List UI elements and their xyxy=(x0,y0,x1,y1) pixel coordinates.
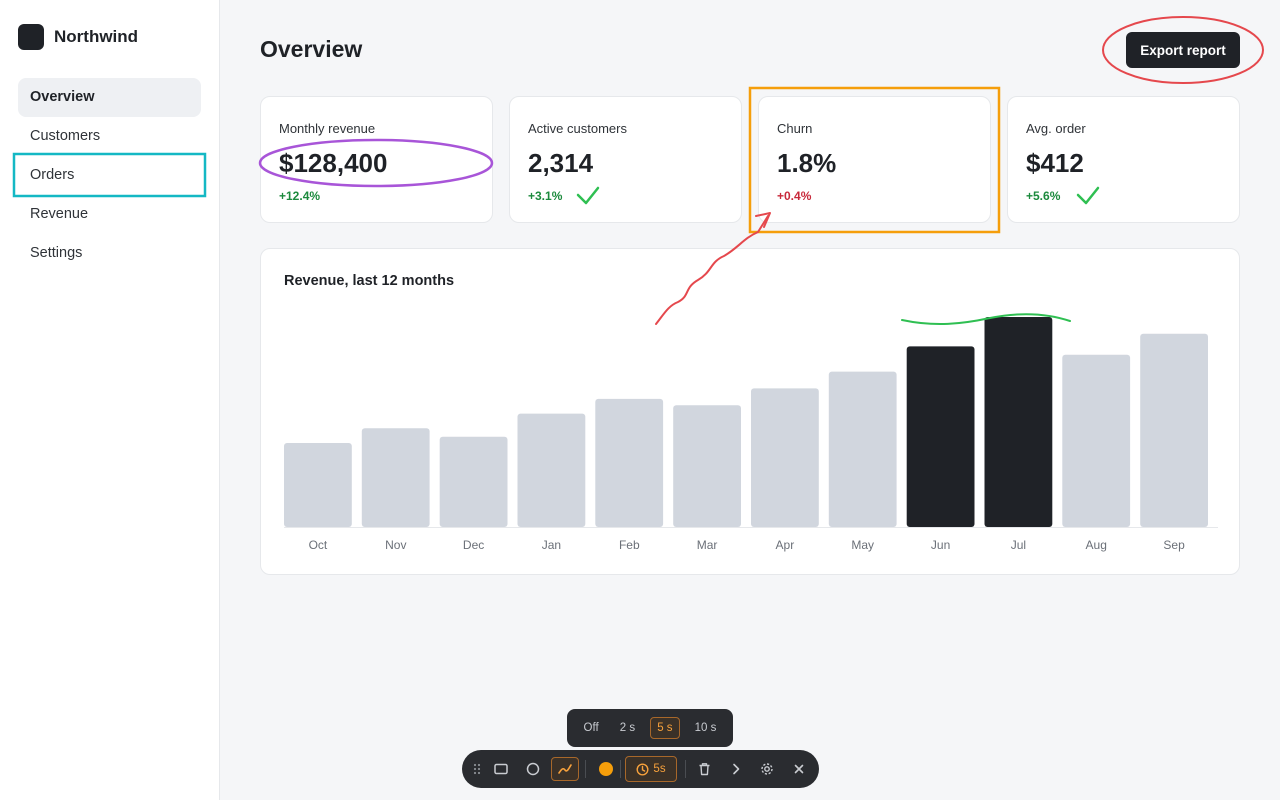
page-title: Overview xyxy=(260,36,363,62)
timer-option-10s[interactable]: 10 s xyxy=(694,722,717,734)
kpi-delta: +12.4% xyxy=(279,189,321,203)
x-tick-label-jun: Jun xyxy=(931,538,950,552)
circle-icon[interactable] xyxy=(521,757,545,781)
timer-option-2s[interactable]: 2 s xyxy=(619,722,636,734)
timer-option-5s[interactable]: 5 s xyxy=(650,717,680,739)
bar-jul xyxy=(984,317,1053,527)
timer-button[interactable]: 5s xyxy=(625,756,677,782)
sidebar-item-orders[interactable]: Orders xyxy=(30,167,75,183)
bar-oct xyxy=(284,443,352,527)
gear-icon[interactable] xyxy=(756,757,778,781)
toolbar-divider xyxy=(585,760,586,778)
kpi-delta: +0.4% xyxy=(777,189,812,203)
revenue-chart-card: Revenue, last 12 months Oct Nov Dec Jan Feb M… xyxy=(260,248,1240,575)
annotation-toolbar: 5s xyxy=(462,750,819,788)
brand: Northwind xyxy=(18,24,138,50)
kpi-label: Avg. order xyxy=(1026,121,1086,136)
x-tick-label-mar: Mar xyxy=(697,538,718,552)
x-tick-label-feb: Feb xyxy=(619,538,640,552)
export-report-button[interactable]: Export report xyxy=(1126,32,1240,68)
kpi-card-monthly-revenue: Monthly revenue $128,400 +12.4% xyxy=(260,96,493,223)
kpi-card-active-customers: Active customers 2,314 +3.1% xyxy=(509,96,742,223)
chart-title: Revenue, last 12 months xyxy=(284,273,455,289)
sidebar-item-customers[interactable]: Customers xyxy=(30,128,101,144)
color-icon[interactable] xyxy=(595,757,617,781)
sidebar-item-overview[interactable]: Overview xyxy=(18,78,201,117)
kpi-value: 2,314 xyxy=(528,148,594,178)
kpi-delta: +5.6% xyxy=(1026,189,1061,203)
kpi-value: $128,400 xyxy=(279,148,388,178)
timer-button-label: 5s xyxy=(653,763,666,775)
close-icon[interactable] xyxy=(788,757,810,781)
x-tick-label-sep: Sep xyxy=(1163,538,1185,552)
x-tick-label-jul: Jul xyxy=(1011,538,1026,552)
timer-popover: Off 2 s 5 s 10 s xyxy=(567,709,733,747)
sidebar-item-settings[interactable]: Settings xyxy=(30,245,83,261)
bar-dec xyxy=(439,436,508,527)
bar-may xyxy=(828,371,897,527)
kpi-label: Monthly revenue xyxy=(279,121,376,136)
freehand-icon[interactable] xyxy=(551,757,579,781)
kpi-value: 1.8% xyxy=(777,148,837,178)
drag-handle-icon[interactable] xyxy=(470,757,484,781)
trash-icon[interactable] xyxy=(693,757,715,781)
bar-mar xyxy=(673,405,741,527)
bar-nov xyxy=(361,428,430,527)
kpi-label: Active customers xyxy=(528,121,627,136)
kpi-card-churn: Churn 1.8% +0.4% xyxy=(758,96,991,223)
x-tick-label-oct: Oct xyxy=(309,538,328,552)
sidebar-item-revenue[interactable]: Revenue xyxy=(30,206,89,222)
x-tick-label-apr: Apr xyxy=(776,538,795,552)
bar-sep xyxy=(1140,333,1208,527)
kpi-card-avg-order: Avg. order $412 +5.6% xyxy=(1007,96,1240,223)
x-tick-label-dec: Dec xyxy=(463,538,484,552)
x-tick-label-nov: Nov xyxy=(385,538,406,552)
timer-option-off[interactable]: Off xyxy=(583,722,599,734)
x-tick-label-jan: Jan xyxy=(542,538,561,552)
chevron-right-icon[interactable] xyxy=(725,757,747,781)
toolbar-divider xyxy=(685,760,686,778)
sidebar-nav: Overview Customers Orders Revenue Settin… xyxy=(18,78,201,273)
brand-logo xyxy=(18,24,44,50)
bar-jan xyxy=(517,413,586,527)
toolbar-divider xyxy=(620,760,621,778)
bar-feb xyxy=(595,398,664,527)
x-tick-label-may: May xyxy=(851,538,874,552)
kpi-label: Churn xyxy=(777,121,813,136)
sidebar: Northwind Overview Customers Orders Reve… xyxy=(0,0,220,800)
brand-name: Northwind xyxy=(54,27,139,46)
bar-jun xyxy=(906,346,975,527)
timer-icon xyxy=(636,762,649,776)
bar-aug xyxy=(1062,354,1131,527)
kpi-delta: +3.1% xyxy=(528,189,563,203)
kpi-value: $412 xyxy=(1026,148,1084,178)
bar-apr xyxy=(751,388,819,527)
x-tick-label-aug: Aug xyxy=(1086,538,1107,552)
rectangle-icon[interactable] xyxy=(489,757,513,781)
revenue-bar-chart: Oct Nov Dec Jan Feb Mar Apr May Jun Jul Aug Sep xyxy=(284,317,1218,552)
